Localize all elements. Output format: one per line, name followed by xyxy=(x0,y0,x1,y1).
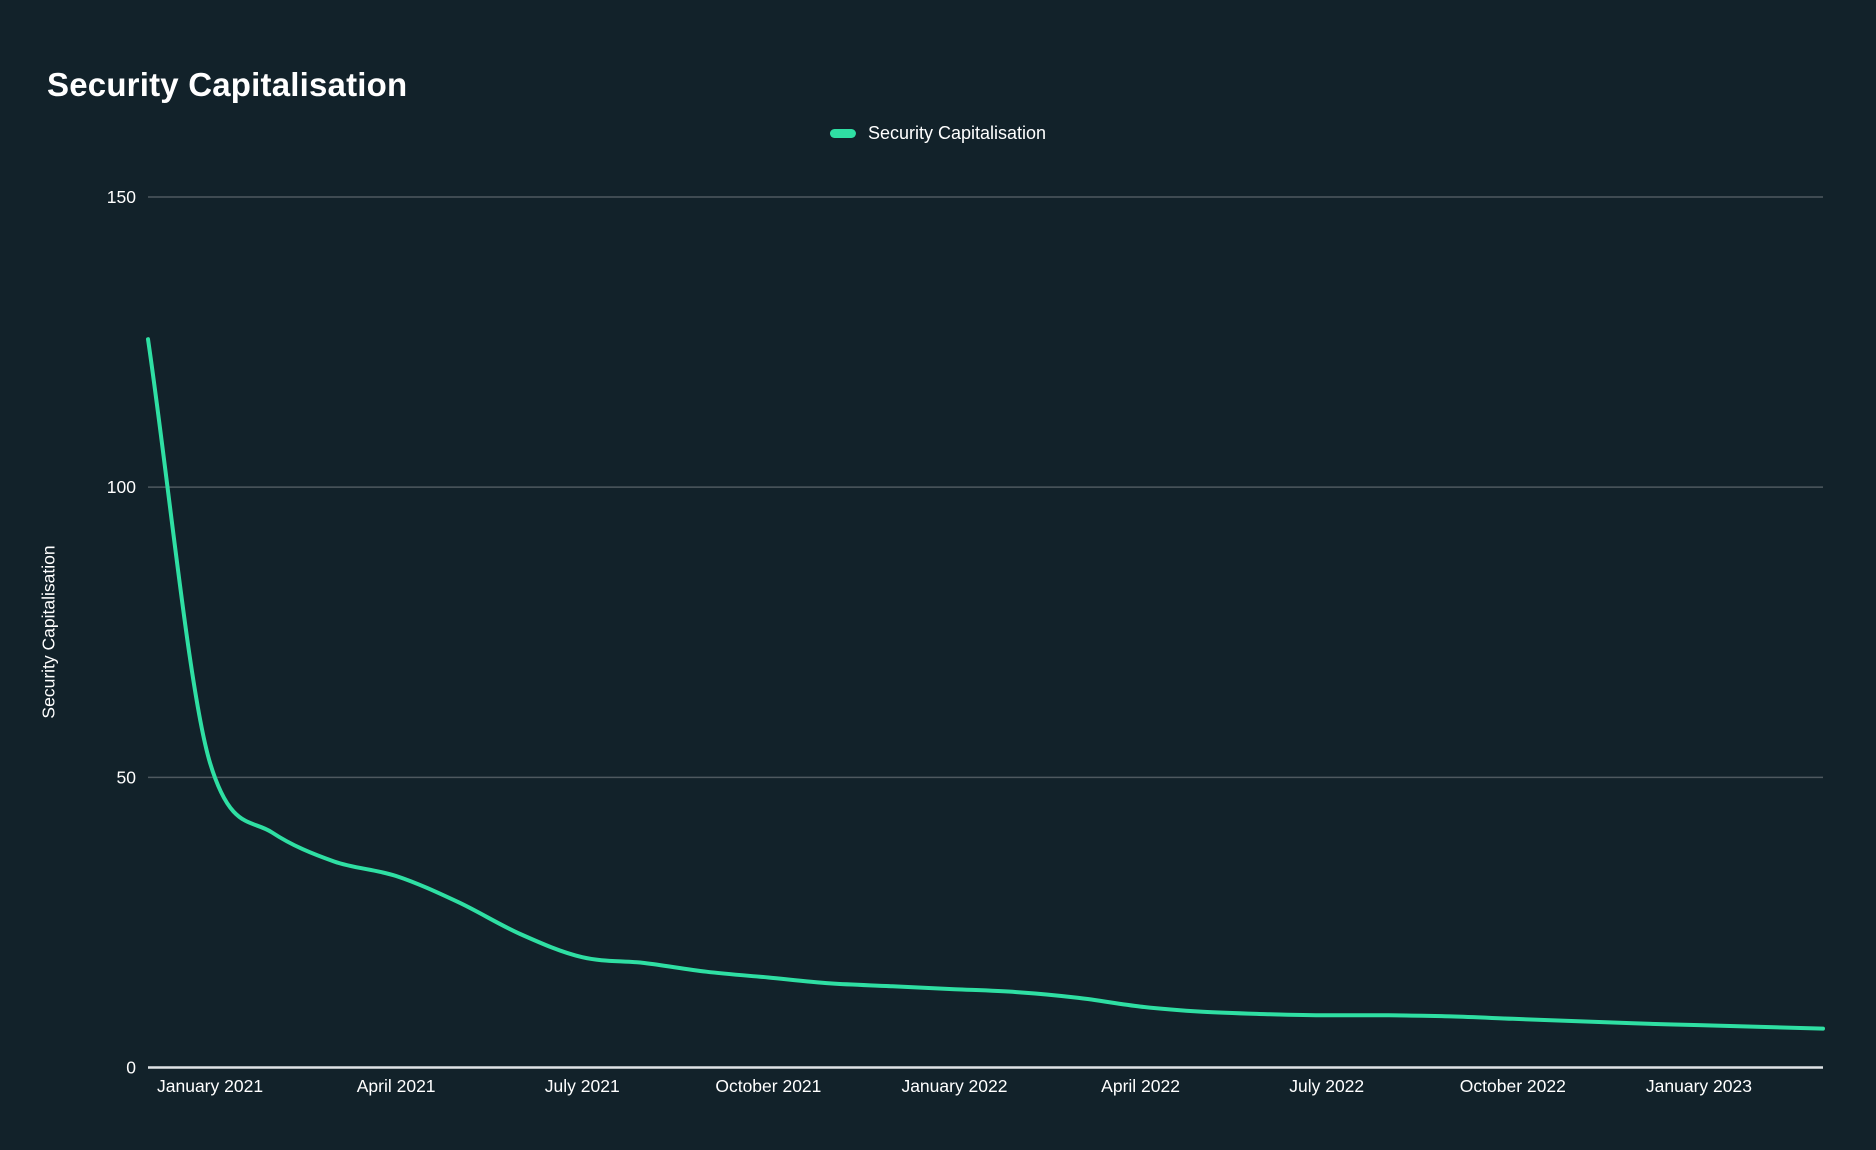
x-tick-label: October 2022 xyxy=(1460,1076,1566,1096)
y-tick-label: 150 xyxy=(107,187,136,207)
x-tick-label: July 2022 xyxy=(1289,1076,1364,1096)
x-tick-label: April 2021 xyxy=(357,1076,436,1096)
x-tick-label: July 2021 xyxy=(545,1076,620,1096)
y-tick-label: 0 xyxy=(126,1058,136,1078)
x-tick-label: January 2021 xyxy=(157,1076,263,1096)
x-tick-label: January 2023 xyxy=(1646,1076,1752,1096)
legend-item[interactable]: Security Capitalisation xyxy=(829,123,1047,144)
x-tick-label: October 2021 xyxy=(715,1076,821,1096)
x-tick-label: January 2022 xyxy=(901,1076,1007,1096)
series-line[interactable] xyxy=(146,337,1825,1031)
chart-title: Security Capitalisation xyxy=(47,66,408,103)
x-tick-label: April 2022 xyxy=(1101,1076,1180,1096)
legend-label: Security Capitalisation xyxy=(867,123,1047,143)
y-tick-label: 100 xyxy=(107,477,136,497)
y-tick-label: 50 xyxy=(117,767,137,787)
legend-marker-icon xyxy=(829,129,856,138)
